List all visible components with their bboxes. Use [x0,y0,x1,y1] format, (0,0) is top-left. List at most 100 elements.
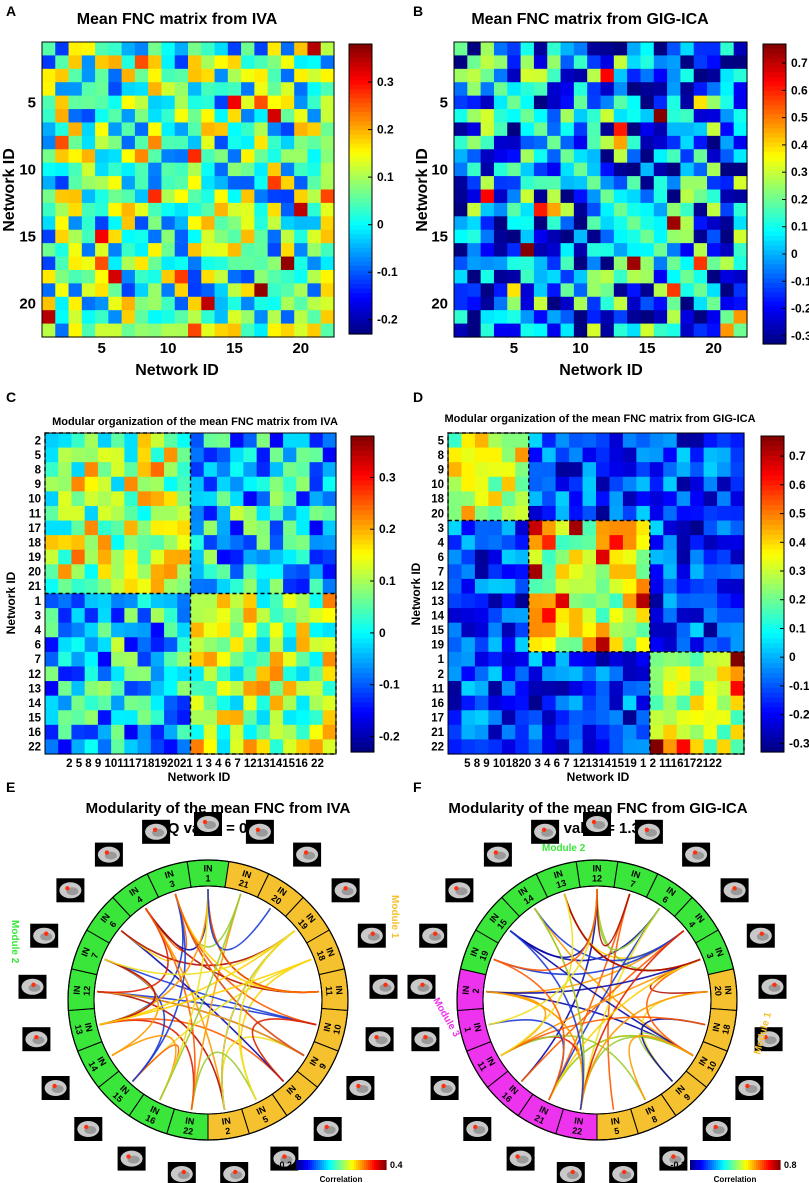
panel-c-cell [322,666,337,682]
panel-f-colorbar-max: 0.8 [784,1160,797,1170]
panel-c-colorbar-step [351,500,374,506]
panel-f-connection [493,958,565,1101]
panel-a-cell [267,269,282,284]
panel-d-colorbar-step [761,470,784,477]
panel-d-cell [542,535,557,551]
panel-b-cell [640,162,655,177]
panel-a-colorbar-step [349,193,372,199]
panel-c-cell [150,549,165,565]
panel-b-cell [573,243,588,258]
panel-b-cell [507,243,522,258]
panel-c-cell [256,695,271,711]
panel-b-colorbar-tick: 0.1 [791,220,808,234]
panel-a-cell [42,256,56,271]
panel-d-cell [555,593,570,609]
panel-c-cell [58,564,73,580]
panel-d-cell [663,578,678,595]
panel-c-cell [71,447,86,463]
panel-d-cell [636,651,651,668]
panel-d-colorbar-step [761,687,784,694]
panel-c-cell [283,447,297,463]
panel-c-cell [97,666,112,682]
panel-e-node-label: IN2 [221,1116,233,1137]
panel-c-cell [71,520,86,536]
panel-a-colorbar-step [349,148,372,154]
panel-f-node-label: IN7 [627,868,641,890]
panel-d-cell [663,710,678,726]
panel-b-cell [547,109,562,124]
panel-b-cell [693,229,708,244]
panel-a-cell [280,283,295,298]
panel-c-cell [203,637,218,653]
panel-b-cell [600,296,615,311]
panel-d-cell [582,549,597,565]
panel-c-cell [137,462,152,478]
panel-a-cell [280,176,295,191]
panel-b-cell [640,283,655,298]
panel-c-cell [124,710,139,726]
panel-c-cell [45,491,59,507]
panel-d-cell [448,593,463,609]
panel-a-cell [241,323,255,338]
panel-c-cell [230,447,245,463]
panel-a-cell [320,296,335,311]
panel-a-cell [161,189,176,204]
panel-c-cell [269,724,284,741]
panel-a-cell [294,229,309,244]
panel-b-cell [600,323,615,338]
panel-d-cell [703,651,718,668]
panel-d-colorbar-step [761,623,784,630]
panel-b-colorbar-step [763,189,786,195]
panel-a-cell [161,283,176,298]
panel-e-colorbar-step [366,1160,369,1170]
panel-c-colorbar-step [351,687,374,694]
panel-a-colorbar-step [349,143,372,149]
brain-slice-icon [735,1076,764,1100]
panel-b-cell [520,269,535,284]
panel-b-cell [520,149,535,164]
panel-b-cell [480,176,495,191]
panel-d-colorbar-tick: 0.6 [789,478,806,492]
panel-a-cell [307,229,322,244]
panel-d-cell [703,710,718,726]
panel-b-cell [560,109,575,124]
panel-d-cell [501,608,516,624]
panel-a-cell [134,269,149,284]
panel-c-cell [71,622,86,638]
panel-c-colorbar-step [351,584,374,590]
panel-c-cell [309,535,324,551]
panel-b-cell [454,135,468,150]
panel-d-cell [542,681,557,697]
panel-b-cell [467,310,482,325]
panel-e-colorbar-step [370,1160,373,1170]
panel-d-cell [461,637,476,653]
panel-a-cell [227,149,242,164]
panel-b-cell [520,296,535,311]
panel-c-cell [322,637,337,653]
panel-b-cell [573,189,588,204]
panel-a-cell [188,149,202,164]
panel-d-cell [703,535,718,551]
panel-b-cell [533,109,548,124]
panel-a-cell [108,216,123,231]
panel-d-cell [569,651,584,668]
panel-c-cell [243,433,258,449]
panel-c-ytick: 15 [28,713,41,725]
panel-b-colorbar-tick: 0.2 [791,193,808,207]
panel-c-ytick: 4 [35,625,42,637]
panel-c-cell [309,491,324,507]
panel-d-colorbar-step [761,717,784,723]
panel-a-cell [254,310,269,325]
panel-a-cell [134,176,149,191]
panel-d-cell [582,666,597,682]
panel-b-cell [653,95,668,110]
panel-b-cell [493,229,508,244]
panel-d-cell [730,491,745,507]
panel-a-cell [201,323,216,338]
panel-d-cell [528,564,543,580]
panel-a-cell [214,176,229,191]
panel-c-cell [111,535,125,551]
panel-d-cell [730,651,745,668]
panel-b-cell [707,42,721,57]
panel-f-colorbar-step [738,1160,741,1170]
